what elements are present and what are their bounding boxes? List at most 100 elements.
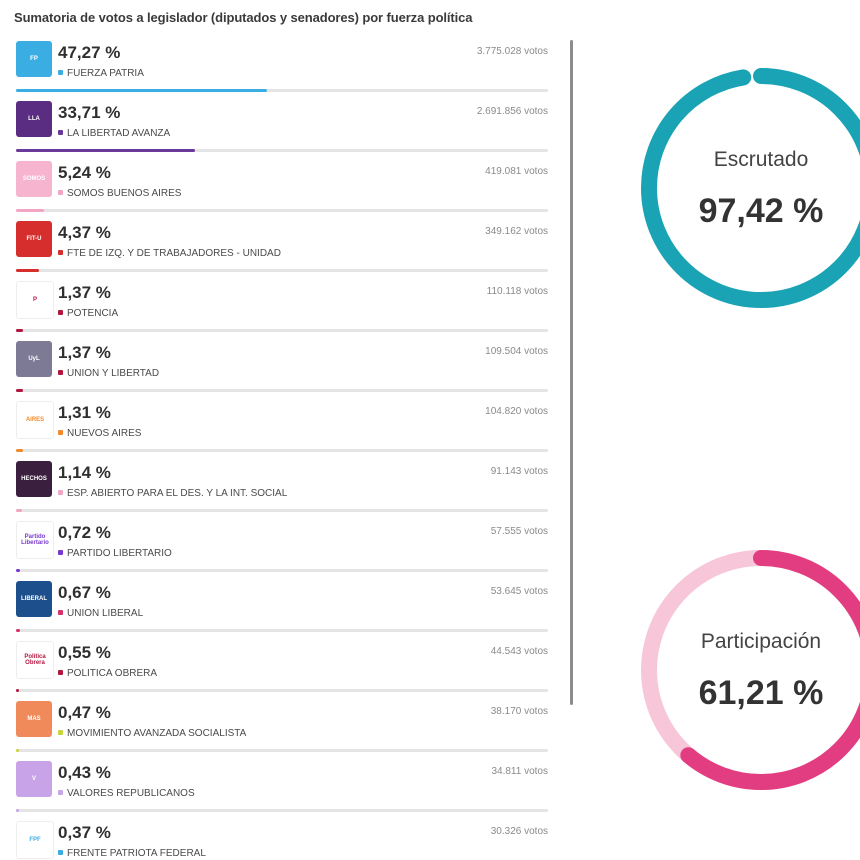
party-votes: 109.504 votos [485,346,548,357]
party-percentage: 0,67 % [58,583,111,602]
party-percentage: 1,37 % [58,343,111,362]
vote-share-bar [16,809,548,812]
party-row[interactable]: FPF 0,37 % FRENTE PATRIOTA FEDERAL 30.326 v… [14,818,554,860]
party-row[interactable]: FP 47,27 % FUERZA PATRIA 3.775.028 votos [14,38,554,98]
vote-share-bar [16,689,548,692]
participacion-label: Participación [700,630,822,653]
party-votes: 3.775.028 votos [476,46,548,57]
la-libertad-avanza-logo-icon: LLA [16,101,52,137]
party-name: POTENCIA [67,308,119,319]
party-row[interactable]: SOMOS 5,24 % SOMOS BUENOS AIRES 419.081 vot… [14,158,554,218]
party-percentage: 1,37 % [58,283,111,302]
party-name: NUEVOS AIRES [67,428,142,439]
party-row[interactable]: UyL 1,37 % UNION Y LIBERTAD 109.504 votos [14,338,554,398]
party-row[interactable]: FIT-U 4,37 % FTE DE IZQ. Y DE TRABAJADORES… [14,218,554,278]
vote-share-bar-fill [16,809,20,812]
politica-obrera-logo-icon: Política Obrera [16,641,54,679]
vote-share-bar-fill [16,629,20,632]
party-name-line: PARTIDO LIBERTARIO [58,548,172,559]
vote-share-bar-fill [16,749,20,752]
party-logo-text: FIT-U [26,236,42,242]
party-name: SOMOS BUENOS AIRES [67,188,182,199]
potencia-logo-icon: P [16,281,54,319]
escrutado-ring [641,68,860,308]
somos-logo-icon: SOMOS [16,161,52,197]
party-logo-text: UyL [28,356,40,362]
vote-share-bar [16,149,548,152]
party-votes: 91.143 votos [490,466,548,477]
party-color-dot [58,850,63,855]
party-row[interactable]: MAS 0,47 % MOVIMIENTO AVANZADA SOCIALISTA 3… [14,698,554,758]
vote-share-bar [16,389,548,392]
party-name: UNION LIBERAL [67,608,144,619]
party-row[interactable]: Política Obrera 0,55 % POLITICA OBRERA 44.5… [14,638,554,698]
party-logo-text: V [31,776,36,782]
scrollbar[interactable] [570,40,573,705]
participacion-ring-arc [641,550,860,790]
party-votes: 349.162 votos [485,226,548,237]
party-row[interactable]: AIRES 1,31 % NUEVOS AIRES 104.820 votos [14,398,554,458]
party-percentage: 0,43 % [58,763,111,782]
party-logo-text: FPF [29,837,41,843]
party-percentage: 0,47 % [58,703,111,722]
vote-share-bar [16,269,548,272]
party-name-line: VALORES REPUBLICANOS [58,788,195,799]
party-name: MOVIMIENTO AVANZADA SOCIALISTA [67,728,247,739]
mas-logo-icon: MAS [16,701,52,737]
participacion-ring [641,550,860,790]
vote-share-bar [16,569,548,572]
party-name-line: FTE DE IZQ. Y DE TRABAJADORES - UNIDAD [58,248,281,259]
party-percentage: 1,31 % [58,403,111,422]
party-row[interactable]: P 1,37 % POTENCIA 110.118 votos [14,278,554,338]
party-name: VALORES REPUBLICANOS [67,788,195,799]
party-votes: 104.820 votos [485,406,548,417]
vote-share-bar [16,629,548,632]
party-row[interactable]: V 0,43 % VALORES REPUBLICANOS 34.811 votos [14,758,554,818]
party-percentage: 33,71 % [58,103,121,122]
party-name-line: UNION Y LIBERTAD [58,368,159,379]
party-votes: 110.118 votos [486,286,548,297]
vote-share-bar-fill [16,89,268,92]
party-logo-text: FP [30,56,38,62]
party-name: PARTIDO LIBERTARIO [67,548,172,559]
party-color-dot [58,70,63,75]
party-percentage: 4,37 % [58,223,111,242]
party-name: FUERZA PATRIA [67,68,144,79]
vote-share-bar [16,209,548,212]
party-color-dot [58,730,63,735]
party-logo-text: MAS [27,716,41,722]
frente-patriota-federal-logo-icon: FPF [16,821,54,859]
vote-share-bar [16,329,548,332]
party-row[interactable]: LLA 33,71 % LA LIBERTAD AVANZA 2.691.856 vo… [14,98,554,158]
party-logo-text: Política Obrera [24,654,46,666]
party-results-list[interactable]: FP 47,27 % FUERZA PATRIA 3.775.028 votos LLA… [14,38,554,860]
party-row[interactable]: HECHOS 1,14 % ESP. ABIERTO PARA EL DES. Y … [14,458,554,518]
party-name-line: LA LIBERTAD AVANZA [58,128,170,139]
party-name-line: NUEVOS AIRES [58,428,141,439]
participacion-ring-track [641,550,860,790]
party-logo-text: LLA [28,116,40,122]
fuerza-patria-logo-icon: FP [16,41,52,77]
party-votes: 2.691.856 votos [476,106,548,117]
party-row[interactable]: Partido Libertario 0,72 % PARTIDO LIBERTAR… [14,518,554,578]
party-row[interactable]: LIBERAL 0,67 % UNION LIBERAL 53.645 votos [14,578,554,638]
party-color-dot [58,490,63,495]
vote-share-bar [16,89,548,92]
vote-share-bar [16,749,548,752]
party-percentage: 0,55 % [58,643,111,662]
espacio-abierto-logo-icon: HECHOS [16,461,52,497]
vote-share-bar-fill [16,269,40,272]
party-logo-text: Partido Libertario [21,534,49,546]
party-name-line: FUERZA PATRIA [58,68,144,79]
page-title: Sumatoria de votos a legislador (diputad… [14,10,473,25]
party-name-line: FRENTE PATRIOTA FEDERAL [58,848,206,859]
party-name: ESP. ABIERTO PARA EL DES. Y LA INT. SOCI… [67,488,288,499]
party-votes: 30.326 votos [490,826,548,837]
party-logo-text: AIRES [25,417,45,423]
escrutado-gauge: Escrutado 97,42 % [641,68,860,308]
party-color-dot [58,670,63,675]
party-name-line: ESP. ABIERTO PARA EL DES. Y LA INT. SOCI… [58,488,287,499]
party-color-dot [58,190,63,195]
vote-share-bar-fill [16,449,23,452]
union-y-libertad-logo-icon: UyL [16,341,52,377]
